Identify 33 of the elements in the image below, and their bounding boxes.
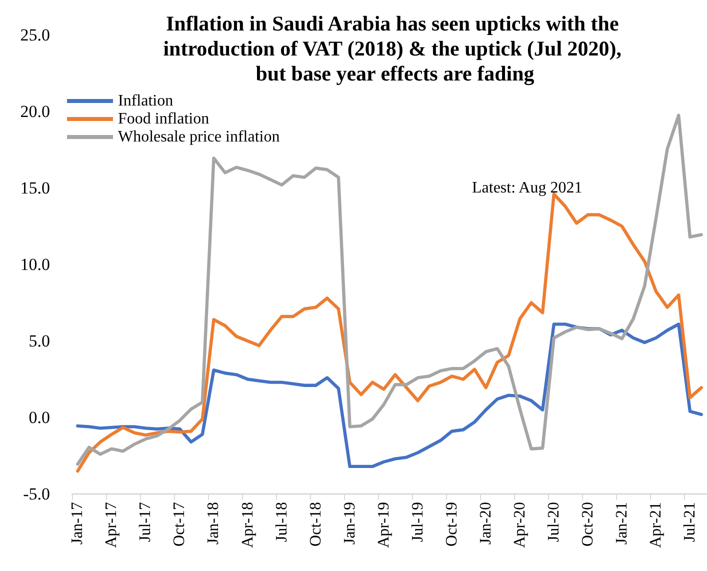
x-tick-label: Jul-18 [273, 502, 290, 542]
x-tick-label: Oct-18 [307, 502, 324, 546]
x-tick-label: Jan-21 [613, 502, 630, 545]
x-tick-label: Oct-19 [443, 502, 460, 546]
y-tick-label: 25.0 [20, 26, 50, 44]
y-tick-label: 20.0 [20, 102, 50, 121]
y-tick-label: 5.0 [28, 332, 50, 350]
y-tick-label: -5.0 [23, 484, 50, 504]
y-tick-label: 15.0 [20, 178, 50, 198]
x-tick-label: Jul-19 [409, 502, 426, 542]
line-series [76, 322, 703, 468]
annotation: Latest: Aug 2021 [472, 180, 582, 196]
legend-label: Wholesale price inflation [118, 128, 280, 146]
x-tick-label: Jul-20 [545, 502, 562, 542]
x-tick-label: Oct-17 [171, 502, 188, 546]
x-tick-label: Jul-21 [681, 502, 698, 542]
chart-title: Inflation in Saudi Arabia has seen upticks with the introduction of VAT (2018) & the uptick (Jul 2020), but base year effects are fading [163, 12, 627, 86]
line-series [76, 114, 703, 466]
y-tick-label: 10.0 [20, 255, 50, 274]
x-tick-label: Jan-17 [69, 502, 86, 545]
x-tick-label: Apr-20 [511, 502, 528, 548]
legend-label: Inflation [118, 92, 174, 110]
x-tick-label: Apr-19 [375, 502, 392, 548]
y-tick-label: 0.0 [28, 408, 50, 427]
x-tick-label: Jan-20 [477, 502, 494, 545]
x-tick-label: Apr-18 [239, 502, 256, 548]
x-tick-label: Oct-20 [579, 502, 596, 546]
x-tick-label: Jan-19 [341, 502, 358, 545]
x-tick-label: Apr-21 [647, 502, 664, 548]
x-tick-label: Jul-17 [137, 502, 154, 542]
x-tick-label: Jan-18 [205, 502, 222, 545]
legend-label: Food inflation [118, 110, 210, 128]
x-tick-label: Apr-17 [103, 502, 120, 548]
